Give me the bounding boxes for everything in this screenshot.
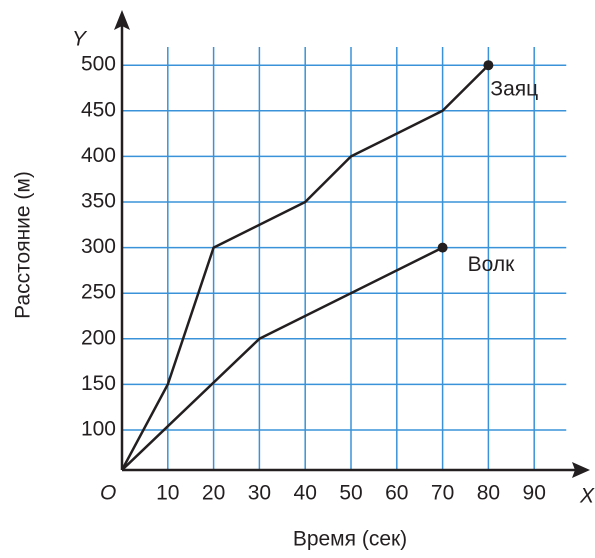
x-axis-name: X (579, 485, 595, 508)
y-tick-label: 250 (81, 281, 116, 304)
x-tick-label: 10 (156, 482, 179, 505)
y-tick-label: 100 (81, 418, 116, 441)
series-label: Заяц (490, 78, 538, 101)
y-tick-label: 200 (81, 326, 116, 349)
y-axis-label: Расстояние (м) (12, 171, 35, 319)
end-point (437, 242, 448, 253)
x-tick-label: 60 (385, 482, 408, 505)
y-tick-label: 400 (81, 144, 116, 167)
y-axis-name: Y (72, 28, 88, 51)
y-tick-label: 150 (81, 372, 116, 395)
x-tick-label: 90 (523, 482, 546, 505)
y-tick-label: 300 (81, 235, 116, 258)
y-axis-arrow (114, 10, 130, 30)
line (121, 246, 444, 471)
y-tick-label: 500 (81, 53, 116, 76)
x-axis-arrow (572, 462, 590, 478)
x-tick-label: 30 (248, 482, 271, 505)
x-axis-label: Время (сек) (293, 528, 407, 551)
x-tick-label: 20 (202, 482, 225, 505)
y-tick-label: 350 (81, 190, 116, 213)
x-tick-label: 70 (431, 482, 454, 505)
x-tick-label: 80 (477, 482, 500, 505)
line (120, 64, 490, 471)
x-tick-label: 40 (294, 482, 317, 505)
end-point (483, 60, 494, 71)
origin-label: O (100, 482, 116, 505)
y-tick-label: 450 (81, 98, 116, 121)
series-label: Волк (468, 253, 515, 276)
x-tick-label: 50 (339, 482, 362, 505)
